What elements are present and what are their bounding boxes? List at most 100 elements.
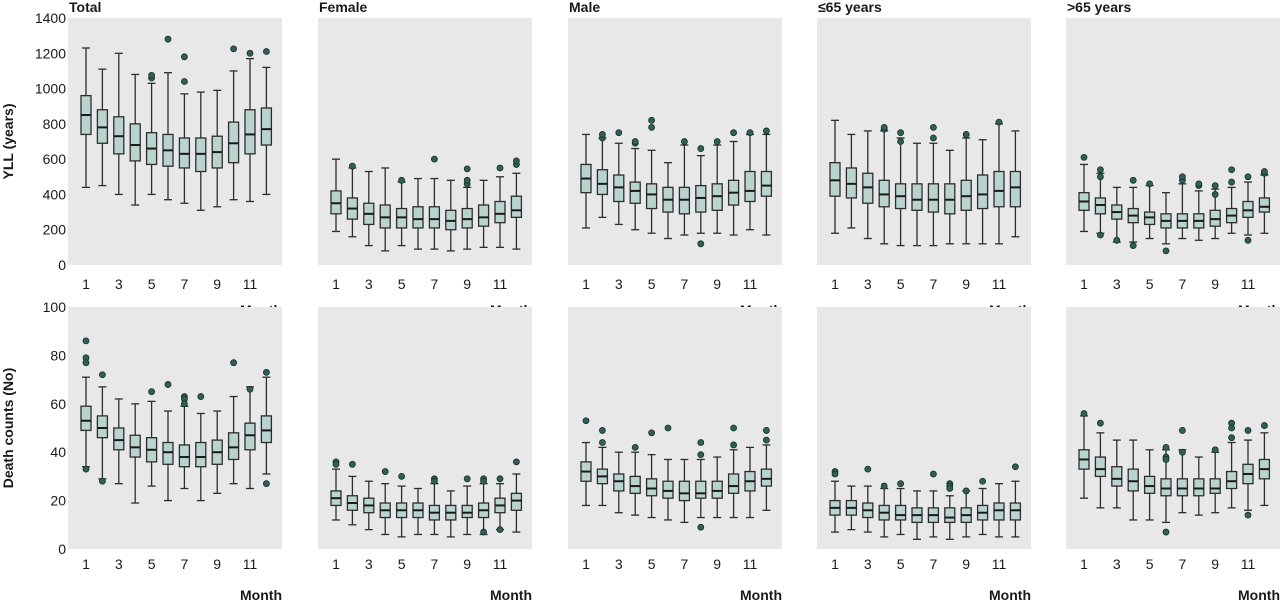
outlier-point	[1129, 176, 1137, 184]
y-tick-label: 80	[50, 347, 66, 363]
outlier-point	[631, 138, 639, 145]
x-tick-label: 3	[864, 556, 872, 572]
outlier-point	[180, 53, 188, 61]
panel-2-row-2: 1 3 5 7 9 11 Month	[318, 307, 532, 601]
iqr-box	[1209, 478, 1221, 494]
x-tick-label: 9	[962, 276, 970, 292]
x-tick-label: 7	[930, 276, 938, 292]
iqr-box	[678, 480, 691, 502]
outlier-point	[262, 368, 270, 376]
x-tick-label: 3	[615, 276, 623, 292]
outlier-point	[681, 138, 688, 145]
outlier-point	[82, 359, 90, 367]
outlier-point	[1097, 166, 1104, 174]
iqr-box	[894, 504, 907, 521]
iqr-box	[1127, 468, 1139, 492]
iqr-box	[428, 206, 441, 229]
x-tick-label: 9	[962, 556, 970, 572]
iqr-box	[711, 480, 723, 499]
outlier-point	[599, 439, 606, 446]
outlier-point	[697, 240, 705, 248]
outlier-point	[730, 424, 737, 432]
x-tick-label: 1	[332, 556, 340, 572]
iqr-box	[1094, 456, 1107, 478]
iqr-box	[494, 200, 506, 224]
iqr-box	[1111, 466, 1123, 487]
outlier-point	[897, 480, 904, 488]
x-tick-label: 7	[681, 556, 689, 572]
outlier-point	[730, 441, 737, 449]
outlier-point	[962, 131, 970, 138]
outlier-point	[262, 48, 270, 55]
outlier-point	[1146, 180, 1153, 188]
outlier-point	[82, 465, 90, 473]
x-tick-label: 1	[582, 556, 590, 572]
iqr-box	[477, 204, 490, 227]
outlier-point	[398, 176, 406, 184]
outlier-point	[180, 78, 188, 85]
outlier-point	[164, 381, 172, 388]
iqr-box	[178, 444, 191, 468]
iqr-box	[129, 123, 141, 162]
x-tick-label: 5	[897, 556, 905, 572]
outlier-point	[995, 118, 1003, 126]
iqr-box	[96, 415, 109, 439]
outlier-point	[348, 460, 356, 468]
iqr-box	[976, 174, 989, 210]
outlier-point	[148, 71, 156, 79]
iqr-box	[629, 181, 641, 204]
outlier-point	[1080, 153, 1088, 161]
outlier-point	[430, 477, 438, 485]
x-tick-label: 11	[1241, 556, 1256, 572]
panel-title: Female	[319, 0, 367, 15]
y-tick-label: 1200	[35, 45, 66, 61]
x-tick-label: 11	[493, 276, 508, 292]
x-tick-label: 9	[463, 276, 471, 292]
x-tick-label: 5	[148, 276, 156, 292]
iqr-box	[412, 206, 424, 229]
outlier-point	[496, 475, 504, 483]
outlier-point	[599, 427, 606, 434]
y-tick-label: 200	[43, 222, 67, 238]
panel-3-row-1: Male1357911Month	[568, 0, 782, 318]
x-tick-label: 1	[82, 556, 90, 572]
iqr-box	[227, 432, 240, 461]
panel-title: Total	[69, 0, 101, 15]
outlier-point	[1080, 410, 1088, 417]
iqr-box	[244, 422, 256, 451]
panel-1-row-1: Total1357911Month	[68, 0, 282, 318]
outlier-point	[1113, 236, 1121, 244]
outlier-point	[930, 470, 937, 478]
x-tick-label: 5	[648, 556, 656, 572]
panel-1-row-2: 1 3 5 7 9 11 Month	[68, 307, 282, 601]
outlier-point	[230, 45, 238, 53]
outlier-point	[1261, 168, 1268, 175]
x-tick-label: 5	[398, 556, 406, 572]
outlier-point	[880, 123, 888, 131]
outlier-point	[1244, 511, 1252, 519]
y-tick-label: 40	[50, 444, 66, 460]
iqr-box	[260, 107, 273, 146]
panel-title: ≤65 years	[818, 0, 882, 15]
outlier-point	[746, 129, 754, 137]
x-tick-label: 7	[181, 276, 189, 292]
outlier-point	[648, 123, 655, 131]
outlier-point	[864, 465, 872, 473]
x-tick-label: 3	[365, 276, 373, 292]
iqr-box	[645, 478, 658, 497]
outlier-point	[246, 49, 254, 57]
x-tick-label: 5	[897, 276, 905, 292]
y-tick-label: 600	[43, 151, 67, 167]
outlier-point	[348, 162, 356, 170]
y-tick-label: 400	[43, 186, 67, 202]
outlier-point	[430, 155, 438, 163]
outlier-point	[1129, 242, 1137, 249]
iqr-box	[1176, 478, 1189, 497]
x-tick-label: 3	[1113, 556, 1121, 572]
x-tick-label: 9	[463, 556, 471, 572]
panel-title: >65 years	[1067, 0, 1131, 15]
outlier-point	[197, 393, 205, 400]
outlier-point	[1097, 173, 1104, 181]
outlier-point	[648, 429, 655, 437]
x-tick-label: 7	[431, 556, 439, 572]
